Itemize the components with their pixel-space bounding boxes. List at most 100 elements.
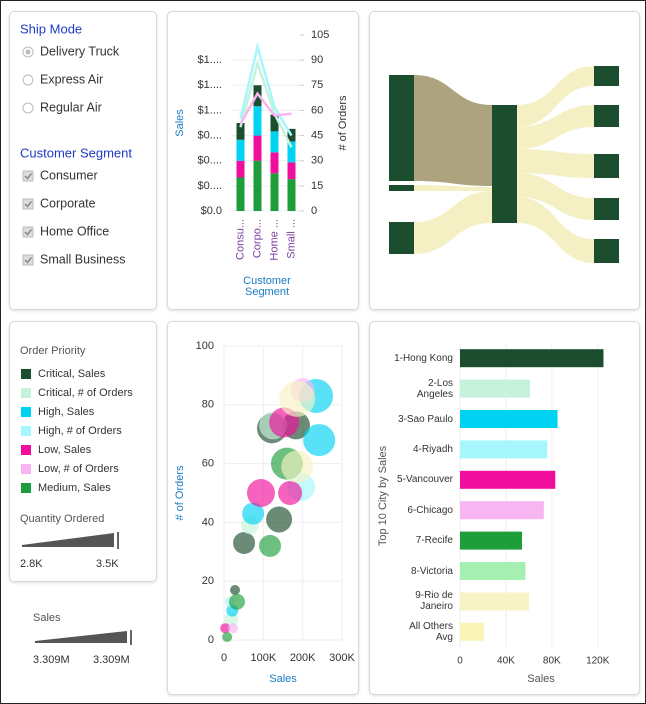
bar-segment bbox=[236, 160, 245, 178]
y-tick-label: $0.... bbox=[198, 155, 222, 167]
sankey-flow bbox=[517, 149, 594, 178]
sankey-node bbox=[389, 75, 414, 181]
filter-title: Ship Mode bbox=[20, 21, 82, 36]
y-tick-label: $0.... bbox=[198, 129, 222, 141]
y-axis-title: # of Orders bbox=[174, 465, 186, 521]
y-axis-title: Sales bbox=[174, 109, 186, 137]
x-tick-label: Corpo... bbox=[251, 219, 263, 258]
bubble bbox=[279, 380, 316, 417]
bar-segment bbox=[236, 177, 245, 211]
slider-max: 3.5K bbox=[96, 558, 119, 570]
legend-swatch bbox=[21, 483, 31, 493]
bar bbox=[460, 440, 548, 459]
y-tick-label: 100 bbox=[196, 340, 214, 352]
legend-label: Low, Sales bbox=[38, 444, 92, 456]
x-axis-title: Sales bbox=[269, 673, 297, 685]
y2-tick-label: 15 bbox=[311, 180, 323, 192]
checkbox[interactable] bbox=[22, 198, 34, 210]
filter-option[interactable]: Delivery Truck bbox=[40, 44, 120, 58]
legend-swatch bbox=[21, 369, 31, 379]
checkbox[interactable] bbox=[22, 254, 34, 266]
bar bbox=[460, 379, 531, 398]
x-tick-label: 120K bbox=[586, 656, 610, 667]
y-tick-label: All Others Avg bbox=[409, 620, 453, 643]
legend-label: High, # of Orders bbox=[38, 425, 122, 437]
y2-tick-label: 105 bbox=[311, 29, 329, 41]
y-tick-label: $1.... bbox=[198, 104, 222, 116]
legend-label: Critical, # of Orders bbox=[38, 387, 133, 399]
line-series bbox=[239, 91, 292, 125]
sankey-flow bbox=[414, 191, 492, 254]
checkbox[interactable] bbox=[22, 170, 34, 182]
y-tick-label: $1.... bbox=[198, 54, 222, 66]
x-tick-label: 0 bbox=[457, 656, 463, 667]
y-axis-title: Top 10 City by Sales bbox=[377, 445, 389, 546]
y-tick-label: 2-Los Angeles bbox=[416, 377, 453, 400]
y-tick-label: $1.... bbox=[198, 79, 222, 91]
sankey-node bbox=[594, 239, 619, 263]
bubble bbox=[281, 450, 314, 483]
filter-option[interactable]: Small Business bbox=[40, 252, 125, 266]
checkbox[interactable] bbox=[22, 226, 34, 238]
y2-tick-label: 30 bbox=[311, 155, 323, 167]
filter-option[interactable]: Corporate bbox=[40, 196, 96, 210]
slider-min: 3.309M bbox=[33, 654, 70, 666]
checkmark bbox=[24, 201, 33, 208]
y-tick-label: 60 bbox=[202, 458, 214, 470]
bar-segment bbox=[253, 160, 262, 211]
y-tick-label: 40 bbox=[202, 516, 214, 528]
radio-button[interactable] bbox=[22, 102, 34, 114]
slider-track[interactable] bbox=[35, 631, 127, 643]
y2-tick-label: 0 bbox=[311, 205, 317, 217]
sankey-flow bbox=[414, 75, 492, 186]
slider-label: Quantity Ordered bbox=[20, 513, 104, 525]
y-tick-label: 80 bbox=[202, 399, 214, 411]
bar-segment bbox=[236, 139, 245, 161]
legend-label: Low, # of Orders bbox=[38, 463, 119, 475]
bubble bbox=[228, 623, 239, 634]
y2-tick-label: 45 bbox=[311, 129, 323, 141]
x-tick-label: Home ... bbox=[268, 219, 280, 261]
bubble bbox=[230, 585, 241, 596]
sankey bbox=[389, 66, 619, 263]
sankey-node bbox=[594, 66, 619, 86]
bar bbox=[460, 622, 485, 641]
slider-track[interactable] bbox=[22, 533, 114, 547]
bar-segment bbox=[253, 106, 262, 136]
x-tick-label: Small ... bbox=[285, 219, 297, 259]
y2-tick-label: 60 bbox=[311, 104, 323, 116]
y-tick-label: 0 bbox=[208, 634, 214, 646]
legend-swatch bbox=[21, 445, 31, 455]
bar-segment bbox=[270, 173, 279, 211]
x-tick-label: Consu... bbox=[234, 219, 246, 260]
radio-button[interactable] bbox=[22, 74, 34, 86]
sankey-flow bbox=[517, 173, 594, 220]
bubble bbox=[220, 623, 231, 634]
y-tick-label: 6-Chicago bbox=[407, 504, 453, 516]
legend-label: Critical, Sales bbox=[38, 368, 106, 380]
bubble bbox=[278, 481, 303, 505]
x-tick-label: 300K bbox=[329, 652, 355, 664]
slider-max: 3.309M bbox=[93, 654, 130, 666]
checkmark bbox=[24, 257, 33, 264]
x-tick-label: 0 bbox=[221, 652, 227, 664]
y-tick-label: 8-Victoria bbox=[410, 565, 453, 577]
filter-option[interactable]: Express Air bbox=[40, 72, 103, 86]
x-tick-label: 200K bbox=[290, 652, 316, 664]
bar bbox=[460, 501, 544, 520]
bubble bbox=[228, 593, 245, 610]
sankey-node bbox=[492, 105, 517, 223]
filter-option[interactable]: Consumer bbox=[40, 168, 98, 182]
y-tick-label: 7-Recife bbox=[415, 535, 453, 547]
filter-option[interactable]: Home Office bbox=[40, 224, 109, 238]
bar bbox=[460, 410, 558, 428]
sankey-node bbox=[389, 185, 414, 191]
bubble bbox=[222, 632, 233, 643]
legend-swatch bbox=[21, 407, 31, 417]
sankey-flow bbox=[517, 66, 594, 127]
filter-option[interactable]: Regular Air bbox=[40, 100, 102, 114]
x-tick-label: 40K bbox=[497, 656, 515, 667]
bubble bbox=[242, 502, 265, 525]
bar-segment bbox=[270, 114, 279, 132]
